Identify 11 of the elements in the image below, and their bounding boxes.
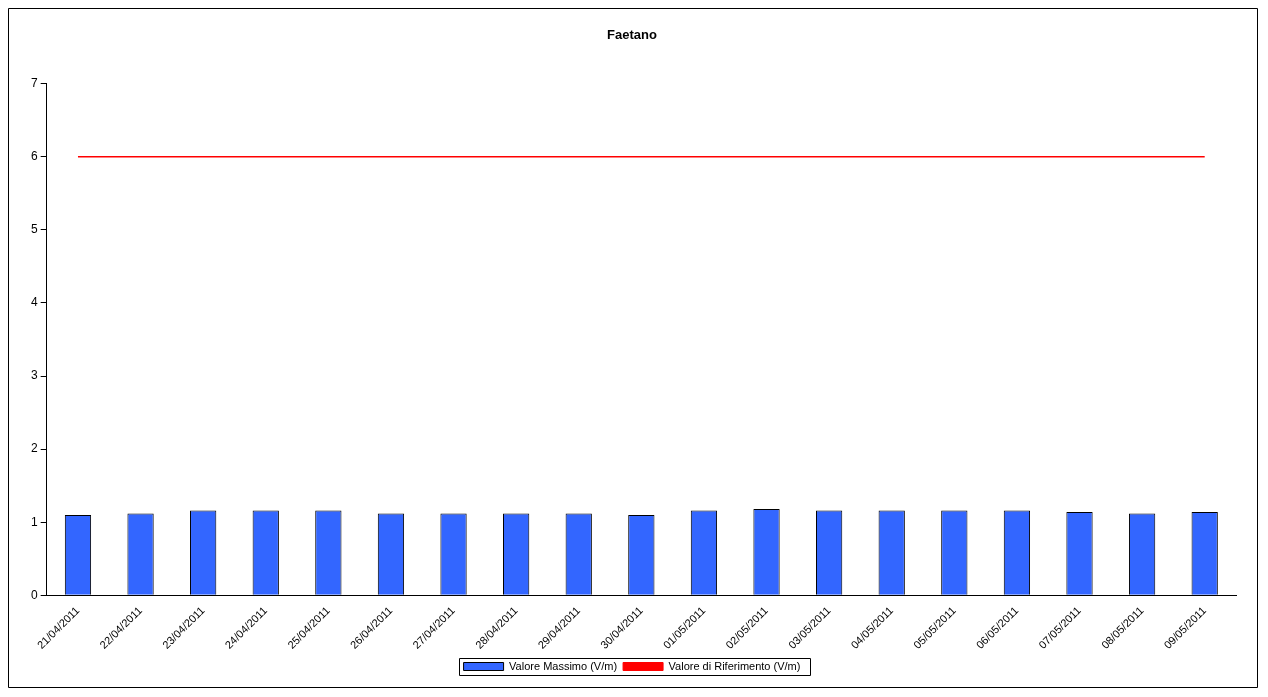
y-tick-label: 5 [30, 222, 38, 237]
y-tick-label: 0 [30, 587, 38, 602]
y-tick-label: 7 [30, 75, 38, 90]
chart-title: Faetano [607, 27, 657, 43]
legend-label: Valore di Riferimento (V/m) [668, 659, 801, 672]
legend-label: Valore Massimo (V/m) [509, 659, 618, 672]
y-tick-label: 3 [30, 368, 38, 383]
y-tick-label: 6 [30, 149, 38, 164]
y-tick-label: 4 [30, 295, 38, 310]
y-tick-label: 1 [30, 514, 38, 529]
y-tick-label: 2 [30, 441, 38, 456]
